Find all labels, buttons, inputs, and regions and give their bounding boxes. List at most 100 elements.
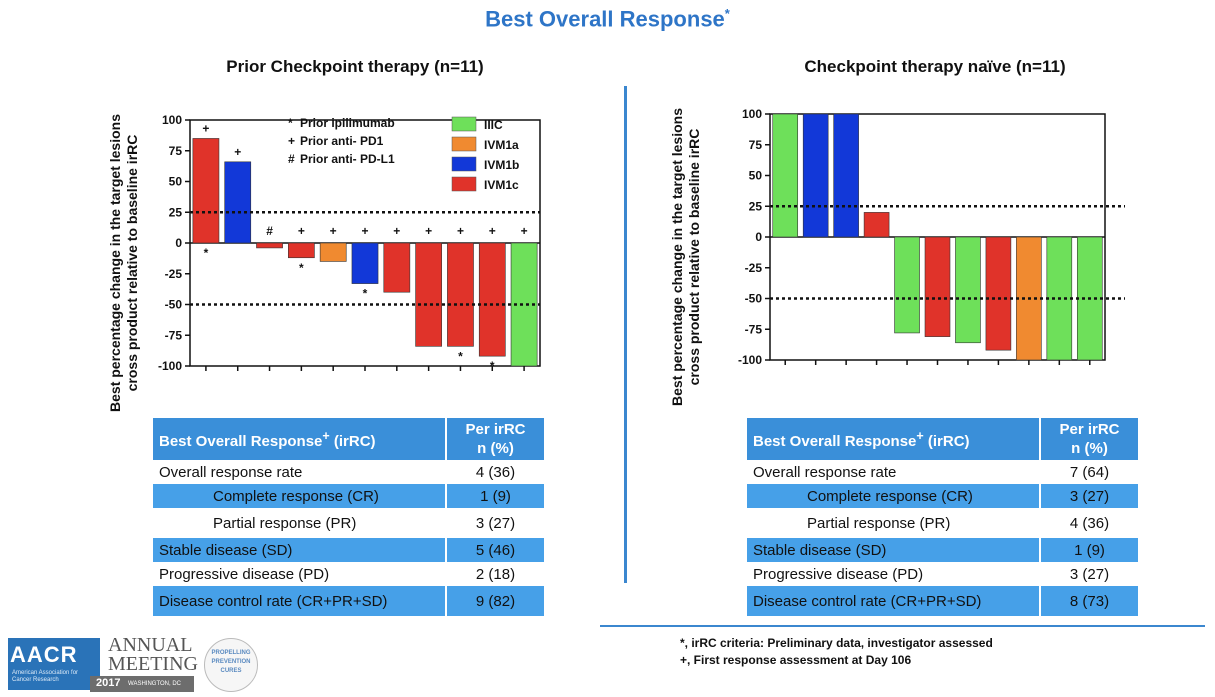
y-tick-label: 50 xyxy=(169,175,183,189)
bar-iiic xyxy=(955,236,981,344)
legend-swatch-ivm1a xyxy=(451,136,477,152)
chart-title-naive: Checkpoint therapy naïve (n=11) xyxy=(804,57,1066,76)
table-row: Overall response rate 7 (64) xyxy=(753,463,1110,481)
table-row: Overall response rate 4 (36) xyxy=(159,463,516,481)
aacr-logo xyxy=(8,638,100,690)
slide-title: Best Overall Response* xyxy=(485,6,730,32)
table-row: Disease control rate (CR+PR+SD) 9 (82) xyxy=(153,586,546,616)
legend-label-ivm1b: IVM1b xyxy=(484,158,519,172)
y-tick-label: 100 xyxy=(742,107,762,121)
bar-ivm1b xyxy=(802,113,829,238)
y-tick-label: 75 xyxy=(749,138,763,152)
y-tick-label: -50 xyxy=(165,298,183,312)
bar-ivm1c xyxy=(256,242,283,249)
y-tick-label: 25 xyxy=(749,199,763,213)
legend-marker-symbol: * xyxy=(288,116,293,130)
legend-label-ivm1c: IVM1c xyxy=(484,178,519,192)
bar-top-marker: + xyxy=(457,224,464,238)
panel-divider xyxy=(624,86,627,583)
bar-top-marker: + xyxy=(361,224,368,238)
bar-top-marker: + xyxy=(234,145,241,159)
table-row: Disease control rate (CR+PR+SD) 8 (73) xyxy=(747,586,1140,616)
response-table-naive: Best Overall Response+ (irRC) Per irRC n … xyxy=(747,418,1140,616)
bar-top-marker: + xyxy=(298,224,305,238)
bar-ivm1b xyxy=(351,242,379,284)
bar-ivm1c xyxy=(288,242,315,259)
table-header-label: Best Overall Response+ (irRC) xyxy=(153,418,447,460)
y-tick-label: -100 xyxy=(738,353,762,367)
footer-divider xyxy=(600,625,1205,627)
y-tick-label: -75 xyxy=(165,328,183,342)
bar-top-marker: + xyxy=(425,224,432,238)
bar-ivm1c xyxy=(478,242,506,357)
legend-marker-label: Prior anti- PD-L1 xyxy=(300,152,395,166)
legend-swatch-ivm1c xyxy=(451,176,477,192)
bar-iiic xyxy=(894,236,920,334)
bar-top-marker: + xyxy=(489,224,496,238)
table-row: Stable disease (SD) 5 (46) xyxy=(153,538,546,562)
y-axis-title: Best percentage change in the target les… xyxy=(669,108,702,406)
y-tick-label: 100 xyxy=(162,113,182,127)
year-bar xyxy=(90,676,194,692)
table-row: Complete response (CR) 3 (27) xyxy=(747,484,1140,508)
bar-bottom-marker: * xyxy=(204,246,209,260)
waterfall-chart-prior: 100 75 50 25 0 -25 -50 -75 -100 + * + # + * + + * + + + * + * + B… xyxy=(107,113,541,412)
footnote-criteria: *, irRC criteria: Preliminary data, inve… xyxy=(680,636,993,650)
bar-top-marker: # xyxy=(266,224,273,238)
bar-top-marker: + xyxy=(330,224,337,238)
y-tick-label: 0 xyxy=(755,230,762,244)
bar-bottom-marker: * xyxy=(363,287,368,301)
bar-iiic xyxy=(772,113,799,238)
bar-ivm1c xyxy=(863,212,890,238)
bar-ivm1c xyxy=(383,242,411,293)
annual-meeting-logo: ANNUAL MEETING xyxy=(108,634,198,675)
chart-title-prior: Prior Checkpoint therapy (n=11) xyxy=(226,57,484,76)
legend-marker-label: Prior ipilimumab xyxy=(300,116,395,130)
y-tick-label: 75 xyxy=(169,144,183,158)
meeting-city: WASHINGTON, DC xyxy=(128,681,182,687)
y-tick-label: -100 xyxy=(158,359,182,373)
footnote-assessment: +, First response assessment at Day 106 xyxy=(680,653,912,667)
table-header-value: Per irRC n (%) xyxy=(446,418,546,460)
bar-ivm1c xyxy=(192,138,220,244)
legend-marker-symbol: # xyxy=(288,152,295,166)
legend-label-ivm1a: IVM1a xyxy=(484,138,519,152)
waterfall-chart-naive: 100 75 50 25 0 -25 -50 -75 -100 Best percentage c… xyxy=(669,107,1125,406)
table-header-value: Per irRC n (%) xyxy=(1040,418,1140,460)
y-tick-label: -25 xyxy=(165,267,183,281)
bar-bottom-marker: * xyxy=(458,349,463,363)
bar-ivm1c xyxy=(985,236,1012,351)
y-tick-label: 50 xyxy=(749,169,763,183)
meeting-year: 2017 xyxy=(96,677,121,689)
bar-ivm1b xyxy=(833,113,859,238)
table-row: Partial response (PR) 3 (27) xyxy=(213,514,516,532)
table-row: Stable disease (SD) 1 (9) xyxy=(747,538,1140,562)
y-tick-label: -50 xyxy=(745,292,763,306)
legend-marker-symbol: + xyxy=(288,134,295,148)
bar-ivm1a xyxy=(319,242,347,262)
bar-ivm1c xyxy=(924,236,951,337)
table-row: Progressive disease (PD) 2 (18) xyxy=(159,565,516,583)
bar-top-marker: + xyxy=(521,224,528,238)
aacr-logo-letters: AACR xyxy=(10,642,78,667)
y-axis-title: Best percentage change in the target les… xyxy=(107,114,140,412)
bar-ivm1b xyxy=(224,161,252,244)
y-tick-label: 0 xyxy=(175,236,182,250)
response-table-prior: Best Overall Response+ (irRC) Per irRC n … xyxy=(153,418,546,616)
y-tick-label: -25 xyxy=(745,261,763,275)
bar-top-marker: + xyxy=(393,224,400,238)
bar-bottom-marker: * xyxy=(299,261,304,275)
legend-swatch-iiic xyxy=(451,116,477,132)
y-tick-label: -75 xyxy=(745,322,763,336)
legend-marker-label: Prior anti- PD1 xyxy=(300,134,384,148)
legend-label-iiic: IIIC xyxy=(484,118,503,132)
table-row: Progressive disease (PD) 3 (27) xyxy=(753,565,1110,583)
bar-bottom-marker: * xyxy=(490,359,495,373)
y-tick-label: 25 xyxy=(169,205,183,219)
legend-swatch-ivm1b xyxy=(451,156,477,172)
table-row: Partial response (PR) 4 (36) xyxy=(807,514,1110,532)
table-row: Complete response (CR) 1 (9) xyxy=(153,484,546,508)
bar-top-marker: + xyxy=(202,121,209,135)
bar-ivm1c xyxy=(415,242,442,347)
propelling-badge: PROPELLING PREVENTION CURES xyxy=(204,638,258,692)
